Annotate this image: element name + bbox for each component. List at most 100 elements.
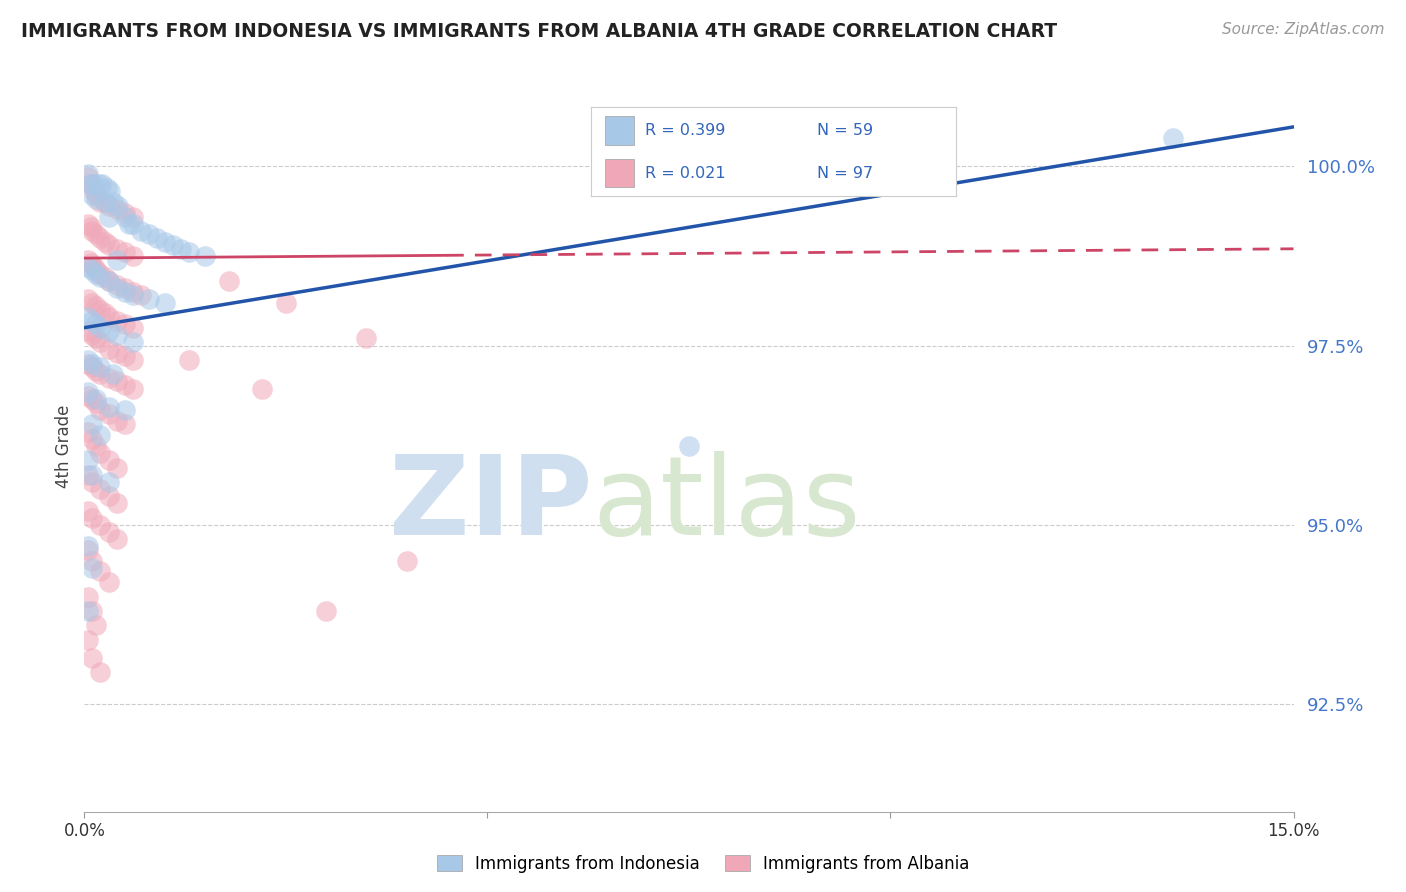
Point <box>87 178 110 192</box>
Text: atlas: atlas <box>592 451 860 558</box>
Point <box>97 238 120 252</box>
Point <box>89 195 111 210</box>
Point <box>129 224 152 238</box>
Point <box>105 327 128 342</box>
Point <box>105 375 128 389</box>
Point <box>77 217 100 231</box>
Point <box>315 604 337 618</box>
Point <box>121 382 143 396</box>
Point <box>97 575 120 590</box>
Text: ZIP: ZIP <box>389 451 592 558</box>
Point <box>82 224 104 238</box>
Point <box>77 543 100 558</box>
Point <box>274 295 297 310</box>
Point <box>121 353 143 368</box>
Point <box>153 295 176 310</box>
Point <box>97 199 120 213</box>
Point <box>105 414 128 428</box>
Point <box>97 324 120 338</box>
Point <box>82 313 104 327</box>
Point <box>86 618 108 632</box>
Point <box>194 249 217 263</box>
Point <box>97 407 120 421</box>
Point <box>179 245 201 260</box>
Point <box>114 403 136 417</box>
Point <box>91 178 114 192</box>
Point <box>86 299 108 313</box>
Point <box>86 439 108 453</box>
Point <box>250 382 273 396</box>
Point <box>86 188 108 202</box>
Text: IMMIGRANTS FROM INDONESIA VS IMMIGRANTS FROM ALBANIA 4TH GRADE CORRELATION CHART: IMMIGRANTS FROM INDONESIA VS IMMIGRANTS … <box>21 22 1057 41</box>
Point <box>105 496 128 510</box>
Point <box>105 242 128 256</box>
Point <box>89 267 111 281</box>
Point <box>356 331 378 345</box>
Point <box>82 432 104 446</box>
Point <box>89 428 111 442</box>
Y-axis label: 4th Grade: 4th Grade <box>55 404 73 488</box>
Point <box>82 357 104 371</box>
Text: N = 59: N = 59 <box>817 123 873 137</box>
Point <box>82 188 104 202</box>
Point <box>218 274 240 288</box>
Point <box>77 292 100 306</box>
Point <box>89 231 111 245</box>
Point <box>82 467 104 482</box>
Point <box>77 503 100 517</box>
Point <box>82 360 104 375</box>
Point <box>80 220 103 235</box>
Text: R = 0.021: R = 0.021 <box>645 166 725 180</box>
Point <box>82 510 104 524</box>
Point <box>89 368 111 382</box>
FancyBboxPatch shape <box>605 116 634 145</box>
Point <box>82 263 104 277</box>
Point <box>89 334 111 349</box>
FancyBboxPatch shape <box>605 159 634 187</box>
Point <box>89 482 111 496</box>
Point <box>97 371 120 385</box>
Point <box>86 317 108 331</box>
Point <box>89 565 111 579</box>
Point <box>97 274 120 288</box>
Point <box>105 202 128 217</box>
Point <box>678 439 700 453</box>
Point <box>86 192 108 206</box>
Text: Source: ZipAtlas.com: Source: ZipAtlas.com <box>1222 22 1385 37</box>
Point <box>118 217 141 231</box>
Point <box>82 650 104 665</box>
Point <box>86 227 108 242</box>
Point <box>93 195 115 210</box>
Point <box>129 288 152 302</box>
Point <box>97 475 120 489</box>
Point <box>93 270 115 285</box>
Point <box>77 324 100 338</box>
Point <box>77 467 100 482</box>
Point <box>97 310 120 324</box>
Point <box>82 561 104 575</box>
Point <box>114 350 136 364</box>
Point <box>121 334 143 349</box>
Point <box>93 235 115 249</box>
Point <box>98 185 121 199</box>
Point <box>82 327 104 342</box>
Point <box>121 320 143 334</box>
Point <box>97 342 120 356</box>
Point <box>80 178 103 192</box>
Point <box>179 353 201 368</box>
Point <box>82 295 104 310</box>
Point <box>77 385 100 400</box>
Point <box>77 310 100 324</box>
Point <box>121 210 143 224</box>
Point <box>97 210 120 224</box>
Point <box>121 217 143 231</box>
Point <box>97 400 120 414</box>
Point <box>97 524 120 539</box>
Point <box>146 231 169 245</box>
Point <box>89 446 111 460</box>
Point <box>77 252 100 267</box>
Point <box>77 167 100 181</box>
Point <box>107 199 129 213</box>
Point <box>93 195 115 210</box>
Point <box>170 242 193 256</box>
